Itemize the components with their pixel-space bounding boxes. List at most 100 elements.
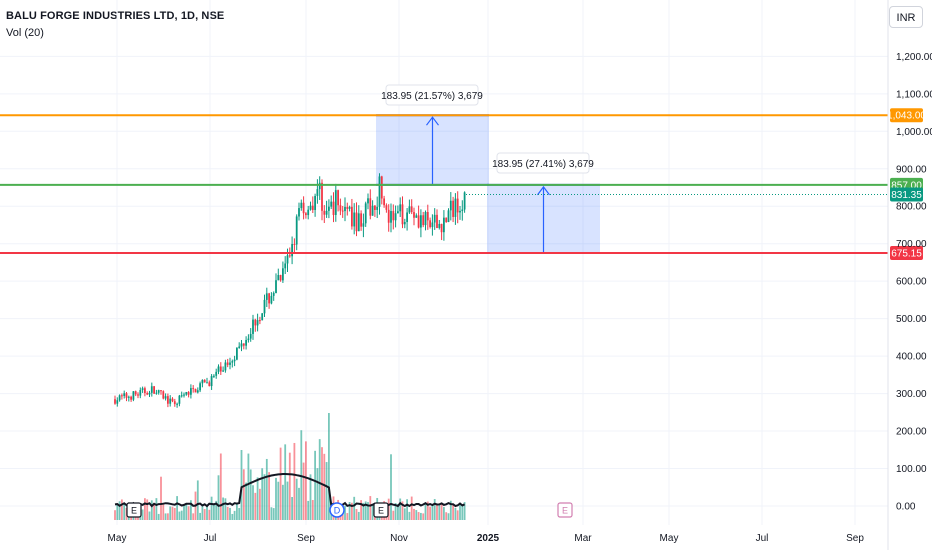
volume-bar <box>459 502 461 520</box>
volume-bar <box>454 507 457 520</box>
candle-body <box>461 209 464 211</box>
candle-body <box>300 202 303 209</box>
candle-body <box>118 395 121 401</box>
volume-bar <box>357 511 360 520</box>
volume-bar <box>426 501 429 520</box>
candle-body <box>298 208 300 217</box>
currency-button[interactable]: INR <box>889 6 923 28</box>
candle-body <box>346 206 349 209</box>
candle-body <box>337 190 339 206</box>
volume-bar <box>247 453 250 520</box>
candle-body <box>330 201 333 207</box>
measure-label: 183.95 (27.41%) 3,679 <box>492 159 594 170</box>
volume-bar <box>167 513 169 520</box>
volume-bar <box>300 430 303 520</box>
arrow-head-icon <box>426 116 439 126</box>
volume-bar <box>245 482 247 520</box>
volume-bar <box>311 500 314 520</box>
candle-body <box>240 343 243 347</box>
volume-bar <box>236 502 238 520</box>
candle-body <box>134 391 137 395</box>
candle-body <box>456 198 459 213</box>
volume-bar <box>265 458 268 520</box>
volume-bar <box>153 502 155 520</box>
candle-body <box>353 212 356 227</box>
price-tag-label: 857.00 <box>891 180 922 191</box>
candle-body <box>438 223 441 228</box>
volume-bar <box>433 499 436 520</box>
price-tick-label: 0.00 <box>896 502 916 513</box>
volume-bar <box>238 508 241 520</box>
event-marker-label: E <box>562 506 568 516</box>
volume-bar <box>390 454 392 520</box>
candle-body <box>429 220 431 228</box>
candle-body <box>203 379 206 383</box>
candle-body <box>268 293 270 304</box>
candle-body <box>265 293 268 300</box>
dividend-marker[interactable] <box>329 502 345 518</box>
candle-body <box>242 343 245 346</box>
volume-bar <box>146 499 149 520</box>
event-marker-label: D <box>334 506 341 516</box>
candle-body <box>314 195 316 210</box>
volume-bar <box>387 498 390 520</box>
candle-body <box>344 206 346 212</box>
earnings-marker[interactable] <box>126 502 142 518</box>
candle-body <box>236 348 238 360</box>
chart-title: BALU FORGE INDUSTRIES LTD, 1D, NSE <box>6 10 225 22</box>
volume-bar <box>213 505 215 520</box>
candle-body <box>256 320 259 326</box>
volume-bar <box>160 476 162 520</box>
volume-bar <box>231 513 234 520</box>
volume-bar <box>367 502 369 520</box>
candle-body <box>114 399 116 404</box>
candle-body <box>436 214 438 228</box>
volume-bar <box>217 475 220 520</box>
volume-bar <box>164 513 167 520</box>
candle-body <box>295 216 298 245</box>
candle-body <box>247 338 250 341</box>
volume-bar <box>403 508 406 520</box>
candle-body <box>305 213 307 216</box>
candle-body <box>431 222 434 228</box>
volume-bar <box>201 504 204 520</box>
volume-bar <box>424 502 427 520</box>
candle-body <box>213 375 215 377</box>
volume-bar <box>254 492 257 520</box>
candle-body <box>367 198 369 204</box>
candle-body <box>348 206 351 209</box>
candle-body <box>321 182 323 211</box>
volume-bar <box>224 498 227 520</box>
candle-body <box>307 209 310 216</box>
candle-body <box>144 388 146 394</box>
earnings-marker[interactable] <box>373 502 389 518</box>
volume-bar <box>417 512 420 520</box>
candle-body <box>160 390 162 392</box>
volume-bar <box>199 512 201 520</box>
candle-body <box>284 263 287 269</box>
candle-body <box>408 206 411 213</box>
candle-body <box>277 275 280 281</box>
price-tick-label: 400.00 <box>896 352 927 363</box>
candle-body <box>123 393 126 396</box>
candle-body <box>341 210 344 212</box>
volume-bar <box>291 497 293 520</box>
candle-body <box>286 255 289 264</box>
volume-bar <box>371 504 374 520</box>
volume-bar <box>268 472 270 520</box>
volume-bar <box>440 503 443 520</box>
candle-body <box>328 206 330 211</box>
support-tag <box>890 246 923 261</box>
candle-body <box>392 211 395 221</box>
price-tag-label: 1,043.00 <box>887 111 926 122</box>
grid <box>0 0 888 525</box>
candle-body <box>201 379 204 384</box>
candle-body <box>208 382 211 387</box>
earnings-marker[interactable] <box>557 502 573 518</box>
candle-body <box>406 212 408 223</box>
volume-bar <box>284 444 287 520</box>
candle-body <box>137 394 139 396</box>
volume-indicator-label[interactable]: Vol (20) <box>6 27 44 39</box>
candle-body <box>194 388 197 393</box>
